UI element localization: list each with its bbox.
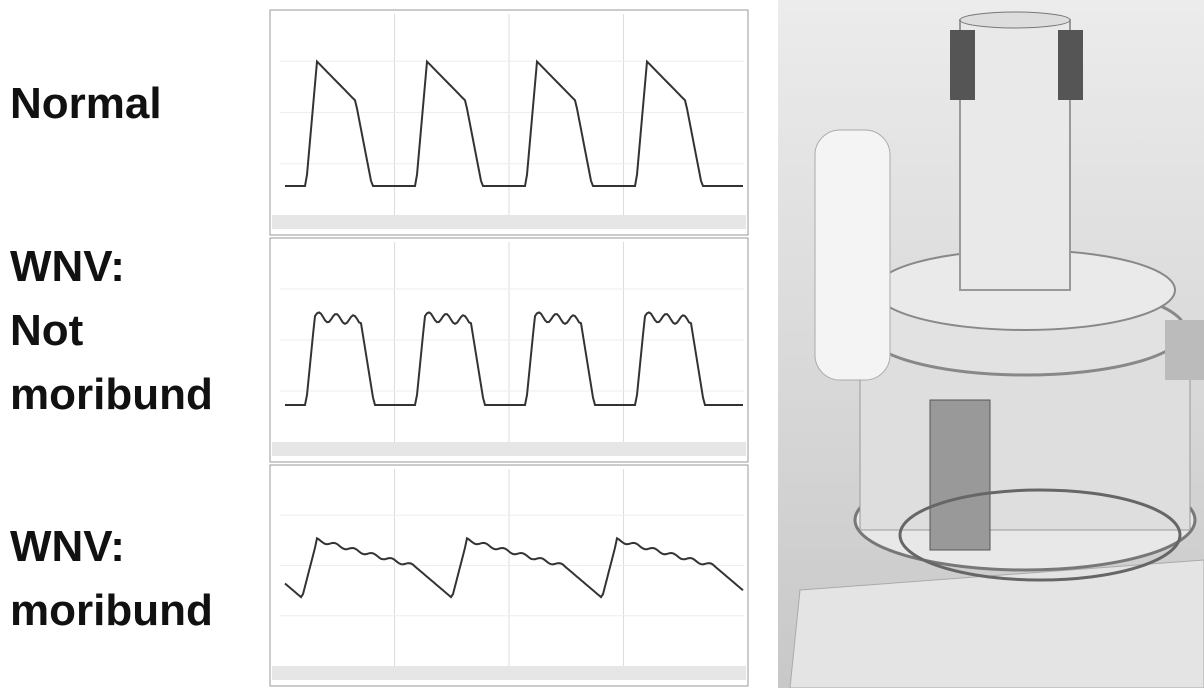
plots (270, 10, 748, 686)
page: {"labels": [{"lines": ["Normal"]}, {"lin… (0, 0, 1204, 688)
plot-axis-bar (272, 215, 746, 229)
plot-axis-bar (272, 666, 746, 680)
photo (778, 0, 1204, 688)
figure (0, 0, 1204, 688)
plot-axis-bar (272, 442, 746, 456)
